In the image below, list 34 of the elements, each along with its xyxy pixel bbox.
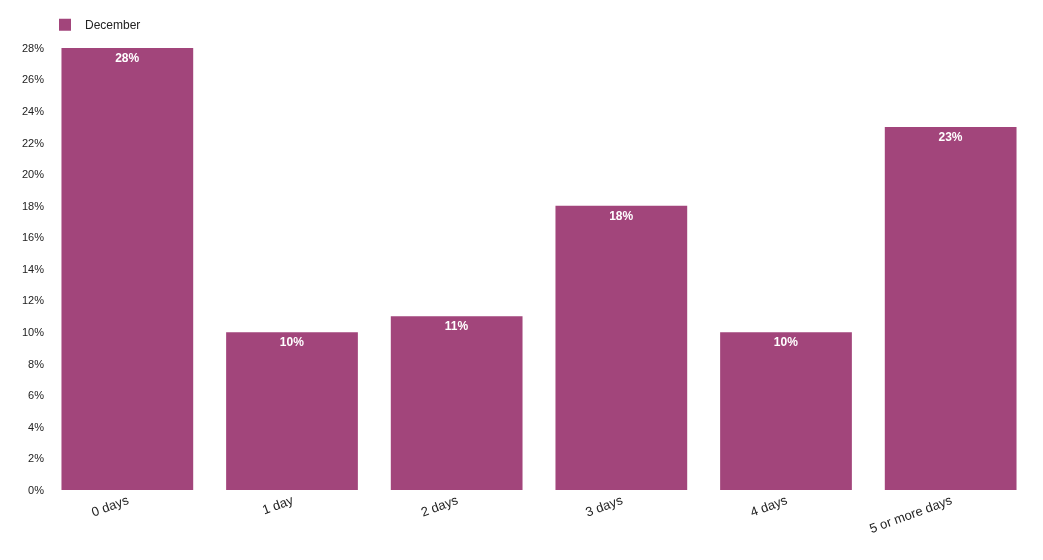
bar — [555, 205, 688, 490]
y-tick-label: 10% — [21, 325, 45, 338]
y-tick-label: 8% — [28, 357, 45, 370]
data-label: 10% — [773, 335, 799, 350]
x-tick-label: 4 days — [748, 492, 790, 520]
x-tick-label: 3 days — [583, 492, 626, 520]
bar — [720, 332, 852, 490]
y-tick-label: 26% — [21, 73, 45, 86]
data-label: 18% — [609, 208, 634, 223]
legend-label: December — [85, 18, 141, 33]
data-label: 10% — [279, 335, 305, 350]
y-tick-label: 6% — [28, 389, 45, 402]
data-label: 28% — [115, 51, 140, 65]
y-tick-label: 22% — [21, 136, 45, 149]
bar — [884, 126, 1017, 490]
bar — [226, 332, 358, 490]
data-label: 11% — [444, 319, 469, 334]
x-tick-label: 1 day — [260, 492, 296, 518]
y-tick-label: 18% — [21, 199, 45, 212]
y-tick-label: 2% — [28, 452, 45, 465]
x-tick-label: 5 or more days — [867, 492, 955, 537]
x-tick-label: 0 days — [89, 492, 132, 520]
y-tick-label: 12% — [21, 294, 45, 307]
y-tick-label: 14% — [21, 262, 45, 275]
y-tick-label: 20% — [21, 168, 45, 181]
y-tick-label: 28% — [21, 41, 45, 54]
bar — [390, 316, 523, 490]
data-label: 23% — [938, 129, 963, 144]
y-tick-label: 4% — [28, 420, 45, 433]
x-tick-label: 2 days — [418, 492, 461, 520]
y-tick-label: 16% — [21, 231, 45, 244]
bar — [61, 48, 194, 490]
y-tick-label: 24% — [21, 104, 45, 117]
y-tick-label: 0% — [28, 483, 45, 496]
